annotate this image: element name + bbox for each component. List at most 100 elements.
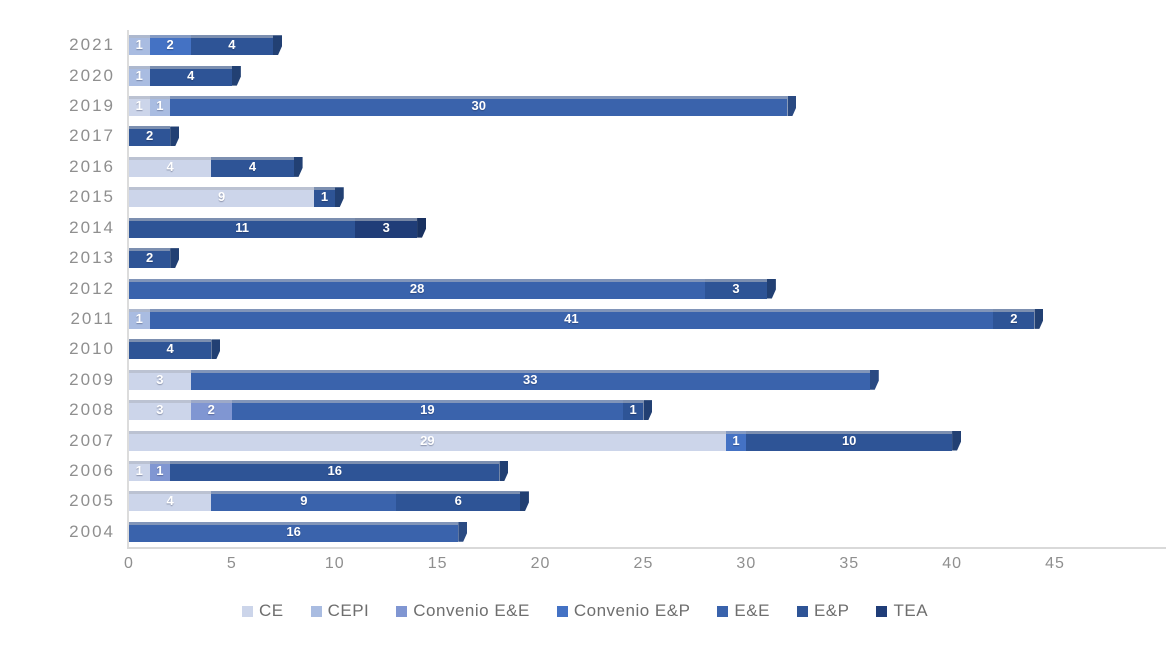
bar-segment-CE: 3 [129, 369, 191, 390]
y-axis-label: 2016 [69, 156, 115, 176]
bar-segment-E-P: 2 [129, 248, 171, 269]
bar-segment-E-E: 33 [190, 369, 870, 390]
bar-3d-endcap [643, 400, 653, 421]
bar-3d-endcap [519, 491, 529, 512]
y-axis-label: 2012 [69, 278, 115, 298]
bar-segment-E-E: 28 [129, 278, 706, 299]
bar-segment-Convenio-E-P: 2 [149, 35, 191, 56]
bar-value-label: 4 [187, 67, 195, 83]
bar-value-label: 4 [166, 158, 174, 174]
bar-value-label: 28 [409, 280, 425, 296]
bar-value-label: 3 [382, 219, 390, 235]
legend-item-TEA: TEA [876, 601, 928, 621]
bar-value-label: 16 [327, 462, 342, 478]
bar-segment-CE: 1 [129, 460, 150, 481]
y-axis-label: 2004 [69, 521, 115, 541]
bar-segment-E-P: 16 [170, 460, 500, 481]
bar-segment-E-P: 4 [149, 65, 232, 86]
bar-row-2010: 4 [129, 339, 221, 360]
plot-area: 1 2 4 1 4 1 1 30 2 4 4 9 1 11 3 2 28 3 1 41 2 4 3 33 3 2 19 1 29 1 10 1… [129, 30, 1055, 547]
bar-segment-E-P: 1 [622, 400, 644, 421]
x-tick-label: 0 [124, 555, 134, 572]
bar-3d-endcap [231, 65, 241, 86]
legend-swatch [241, 605, 253, 617]
legend-label: CE [258, 601, 284, 620]
bar-segment-CE: 4 [129, 491, 212, 512]
bar-row-2005: 4 9 6 [129, 491, 529, 512]
bar-segment-CE: 4 [129, 156, 212, 177]
y-axis-label: 2010 [69, 339, 115, 359]
bar-value-label: 1 [135, 310, 143, 326]
y-axis-labels: 2021 2020 2019 2017 2016 2015 2014 2013 2012 2011… [0, 30, 115, 547]
x-tick-label: 20 [530, 555, 551, 572]
bar-3d-endcap [458, 521, 468, 542]
x-tick-label: 40 [942, 555, 963, 572]
bar-3d-endcap [417, 217, 427, 238]
legend-item-Convenio-E-P: Convenio E&P [556, 601, 691, 621]
legend-label: E&P [813, 601, 850, 620]
bar-3d-endcap [766, 278, 776, 299]
bar-segment-E-E: 9 [211, 491, 397, 512]
bar-3d-endcap [787, 96, 797, 117]
legend-label: CEPI [327, 601, 370, 620]
bar-segment-E-P: 4 [129, 339, 212, 360]
bar-value-label: 1 [135, 98, 143, 114]
bar-segment-CEPI: 1 [149, 96, 171, 117]
y-axis-label: 2014 [69, 217, 115, 237]
bar-value-label: 1 [135, 67, 143, 83]
bar-3d-endcap [499, 460, 509, 481]
bar-value-label: 3 [156, 402, 164, 418]
bar-value-label: 1 [320, 189, 329, 205]
bar-value-label: 4 [248, 158, 257, 174]
bar-segment-E-P: 4 [211, 156, 294, 177]
legend-swatch [717, 605, 729, 617]
legend-item-CEPI: CEPI [310, 601, 370, 621]
bar-3d-endcap [293, 156, 303, 177]
chart-legend: CE CEPI Convenio E&E Convenio E&P E&E E&P TEA [0, 601, 1170, 621]
y-axis-label: 2011 [70, 308, 115, 328]
bar-value-label: 9 [217, 189, 226, 205]
bar-segment-CEPI: 1 [129, 308, 150, 329]
y-axis-label: 2019 [69, 96, 115, 116]
bar-row-2008: 3 2 19 1 [129, 400, 653, 421]
bar-segment-E-P: 1 [314, 187, 335, 208]
legend-item-CE: CE [241, 601, 284, 621]
y-axis-label: 2007 [69, 430, 115, 450]
bar-value-label: 10 [841, 432, 857, 448]
bar-value-label: 33 [523, 371, 538, 387]
bar-segment-E-P: 10 [746, 430, 953, 451]
x-axis-ticks: 0 5 10 15 20 25 30 35 40 45 [124, 555, 1064, 577]
bar-segment-E-E: 16 [129, 521, 459, 542]
bar-row-2006: 1 1 16 [129, 460, 509, 481]
bar-segment-CE: 3 [129, 400, 191, 421]
bar-3d-endcap [170, 126, 180, 147]
bar-value-label: 1 [135, 462, 143, 478]
bar-row-2011: 1 41 2 [129, 308, 1044, 329]
bar-value-label: 2 [166, 37, 174, 53]
y-axis-label: 2013 [69, 248, 115, 268]
x-axis-line [127, 547, 1166, 549]
bar-row-2013: 2 [129, 248, 180, 269]
bar-value-label: 1 [156, 98, 164, 114]
bar-value-label: 1 [156, 462, 164, 478]
bar-value-label: 11 [235, 219, 250, 235]
legend-swatch [796, 605, 808, 617]
bar-segment-CE: 9 [129, 187, 315, 208]
y-axis-label: 2015 [69, 187, 115, 207]
y-axis-label: 2009 [69, 369, 115, 389]
bar-value-label: 1 [629, 402, 637, 418]
bar-row-2021: 1 2 4 [129, 35, 282, 56]
bar-value-label: 4 [228, 37, 236, 53]
bar-segment-CE: 1 [129, 96, 150, 117]
bar-segment-E-E: 30 [170, 96, 788, 117]
bar-row-2012: 28 3 [129, 278, 776, 299]
bar-value-label: 19 [420, 402, 435, 418]
legend-swatch [396, 605, 408, 617]
legend-label: TEA [893, 601, 929, 620]
bar-value-label: 3 [732, 280, 740, 296]
bar-3d-endcap [869, 369, 879, 390]
y-axis-label: 2020 [69, 65, 115, 85]
bar-row-2004: 16 [129, 521, 468, 542]
